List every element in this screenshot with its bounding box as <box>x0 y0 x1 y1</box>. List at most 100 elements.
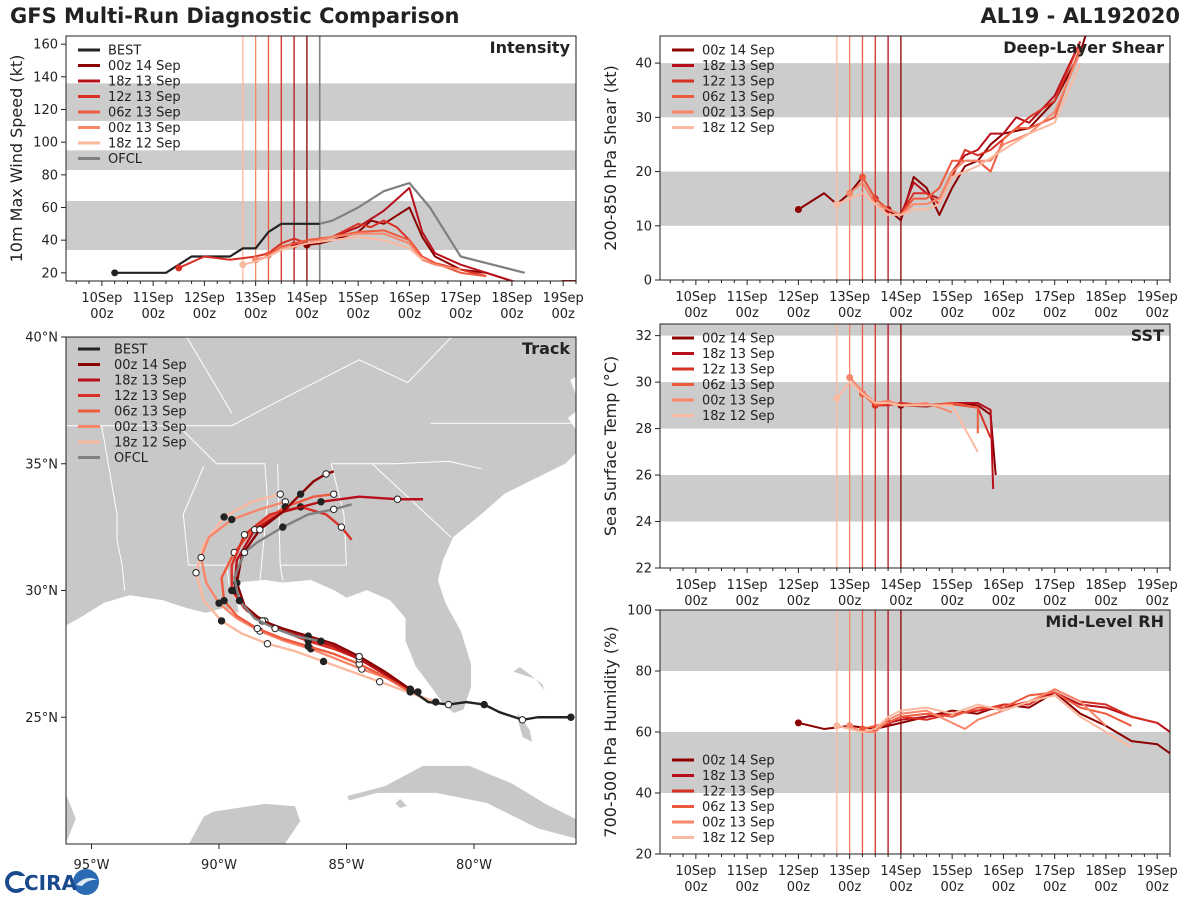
track-position-marker <box>271 624 279 633</box>
shear-xtick-label: 19Sep <box>1137 290 1178 305</box>
track-position-marker <box>337 523 346 531</box>
rh-ytick-label: 60 <box>635 726 652 741</box>
sst-xtick-label: 00z <box>1043 594 1067 609</box>
track-position-marker <box>197 553 205 562</box>
rh-legend-label: 18z 12 Sep <box>702 831 775 846</box>
track-position-marker <box>253 624 261 633</box>
shear-ytick-label: 20 <box>635 165 652 180</box>
cira-logo: CIRA <box>5 869 99 895</box>
intensity-xtick-label: 00z <box>449 307 473 322</box>
intensity-xtick-label: 12Sep <box>184 291 225 306</box>
shear-ytick-label: 40 <box>635 57 652 72</box>
track-position-marker <box>375 678 384 686</box>
intensity-plot-area <box>66 36 576 281</box>
bahamas-andros <box>516 710 534 744</box>
track-position-marker <box>240 548 249 557</box>
state-border <box>330 463 347 566</box>
shear-init-point <box>794 206 802 214</box>
shear-xtick-label: 00z <box>838 306 862 321</box>
sst-band-2 <box>660 324 1170 336</box>
track-position-marker <box>518 716 527 724</box>
shear-series-line <box>874 41 1082 216</box>
track-ytick-label: 40°N <box>25 331 58 346</box>
track-position-marker <box>330 490 338 498</box>
sst-legend-label: 00z 13 Sep <box>702 394 775 409</box>
intensity-xtick-label: 14Sep <box>286 291 327 306</box>
rh-title: Mid-Level RH <box>1045 612 1164 631</box>
shear-xtick-label: 00z <box>1043 306 1067 321</box>
sst-xtick-label: 00z <box>787 594 811 609</box>
sst-init-point <box>846 373 854 381</box>
shear-legend-label: 06z 13 Sep <box>702 90 775 105</box>
track-panel: 95°W 90°W 85°W 80°W 25°N 30°N 35°N 40°N Track BES… <box>25 331 577 873</box>
track-position-marker <box>317 498 325 506</box>
rh-init-point <box>794 719 802 727</box>
sst-xtick-label: 00z <box>1145 594 1169 609</box>
track-position-marker <box>330 505 338 514</box>
track-legend-label: 12z 13 Sep <box>114 389 187 404</box>
shear-init-point <box>833 200 841 208</box>
rh-xtick-label: 14Sep <box>880 864 921 879</box>
track-legend-label: 18z 12 Sep <box>114 436 187 451</box>
sst-xtick-label: 00z <box>940 594 964 609</box>
intensity-series-line <box>293 186 576 281</box>
intensity-title: Intensity <box>490 38 571 57</box>
rh-xtick-label: 15Sep <box>932 864 973 879</box>
intensity-xtick-label: 17Sep <box>440 291 481 306</box>
sst-legend-label: 18z 13 Sep <box>702 347 775 362</box>
rh-legend-label: 00z 14 Sep <box>702 754 775 769</box>
intensity-legend-label: 18z 12 Sep <box>108 137 181 152</box>
shear-ylabel: 200-850 hPa Shear (kt) <box>601 65 620 251</box>
rh-xtick-label: 00z <box>940 880 964 895</box>
sst-ylabel: Sea Surface Temp (°C) <box>601 356 620 536</box>
shear-xtick-label: 00z <box>992 306 1016 321</box>
sst-legend-label: 06z 13 Sep <box>702 378 775 393</box>
rh-band-0 <box>660 732 1170 793</box>
intensity-ytick-label: 120 <box>33 103 58 118</box>
intensity-ytick-label: 40 <box>41 234 58 249</box>
page-title: GFS Multi-Run Diagnostic Comparison <box>10 4 460 28</box>
shear-init-point <box>858 173 866 181</box>
track-xtick-label: 85°W <box>329 858 365 873</box>
storm-id: AL19 - AL192020 <box>980 4 1181 28</box>
intensity-band-2 <box>66 83 576 121</box>
state-border <box>182 466 230 586</box>
track-xtick-label: 90°W <box>201 858 237 873</box>
track-position-marker <box>279 523 287 531</box>
shear-series-line <box>836 62 1082 216</box>
rh-xtick-label: 10Sep <box>675 864 716 879</box>
track-position-marker <box>319 657 328 666</box>
sst-xtick-label: 18Sep <box>1085 578 1126 593</box>
sst-xtick-label: 16Sep <box>983 578 1024 593</box>
sst-ytick-label: 28 <box>635 422 652 437</box>
track-xtick-label: 80°W <box>456 858 492 873</box>
shear-xtick-label: 14Sep <box>880 290 921 305</box>
track-legend-label: 00z 13 Sep <box>114 420 187 435</box>
sst-xtick-label: 00z <box>1094 594 1118 609</box>
intensity-legend-label: 06z 13 Sep <box>108 106 181 121</box>
rh-legend-label: 06z 13 Sep <box>702 800 775 815</box>
intensity-ytick-label: 20 <box>41 266 58 281</box>
rh-ytick-label: 80 <box>635 665 652 680</box>
track-position-marker <box>192 569 200 577</box>
track-legend-label: OFCL <box>114 451 149 466</box>
intensity-legend-label: 00z 13 Sep <box>108 121 181 136</box>
state-border <box>66 337 453 427</box>
sst-xtick-label: 00z <box>992 594 1016 609</box>
track-position-marker <box>296 490 305 498</box>
sst-ytick-label: 32 <box>635 329 652 344</box>
shear-series-line <box>849 51 1082 216</box>
intensity-ytick-label: 80 <box>41 168 58 183</box>
shear-xtick-label: 18Sep <box>1085 290 1126 305</box>
track-position-marker <box>263 640 272 648</box>
shear-xtick-label: 13Sep <box>829 290 870 305</box>
track-position-marker <box>322 470 330 478</box>
shear-xtick-label: 10Sep <box>675 290 716 305</box>
intensity-xtick-label: 00z <box>346 307 370 322</box>
track-ytick-label: 35°N <box>25 457 58 472</box>
track-position-marker <box>217 617 226 625</box>
track-line <box>235 470 411 691</box>
track-position-marker <box>256 525 264 534</box>
intensity-legend-label: BEST <box>108 44 141 59</box>
